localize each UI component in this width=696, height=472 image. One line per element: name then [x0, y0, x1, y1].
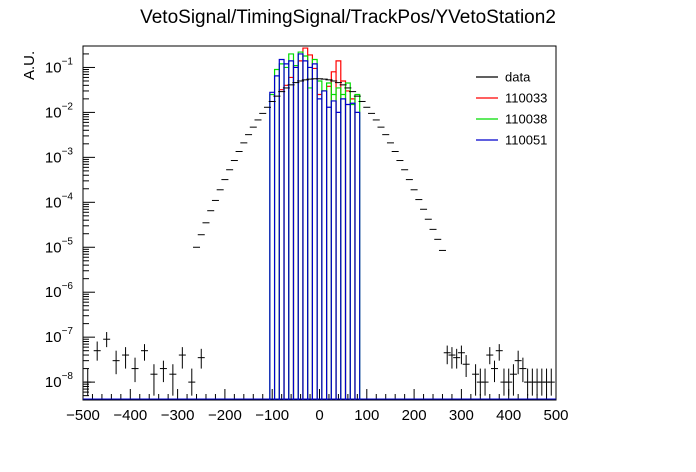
y-tick-base: 10	[45, 149, 62, 166]
y-tick-exponent: −3	[62, 146, 74, 157]
x-axis-ticks: −500 −400 −300 −200 −100 0 100 200 300 400 500	[66, 389, 569, 424]
y-tick-base: 10	[45, 329, 62, 346]
legend: data 110033 110038 110051	[476, 70, 547, 148]
chart-title: VetoSignal/TimingSignal/TrackPos/YVetoSt…	[140, 7, 556, 28]
x-tick-label: −500	[66, 407, 100, 424]
y-tick-label: 10−1	[45, 56, 74, 76]
legend-label: 110051	[505, 133, 547, 148]
y-tick-exponent: −7	[62, 326, 74, 337]
x-tick-label: 100	[354, 407, 379, 424]
x-tick-label: −300	[161, 407, 195, 424]
legend-label: data	[505, 70, 531, 85]
y-axis-ticks: 10−110−210−310−410−510−610−710−8	[45, 53, 95, 401]
y-tick-exponent: −4	[62, 191, 74, 202]
x-tick-label: 300	[449, 407, 474, 424]
x-tick-label: 400	[496, 407, 521, 424]
y-tick-exponent: −5	[62, 236, 74, 247]
y-tick-base: 10	[45, 284, 62, 301]
y-tick-exponent: −8	[62, 371, 74, 382]
y-tick-exponent: −1	[62, 56, 74, 67]
x-tick-label: 200	[402, 407, 427, 424]
mc-histograms	[83, 47, 556, 400]
y-tick-label: 10−8	[45, 371, 74, 391]
y-tick-label: 10−6	[45, 281, 74, 301]
x-tick-label: −200	[208, 407, 242, 424]
y-tick-base: 10	[45, 59, 62, 76]
y-tick-base: 10	[45, 194, 62, 211]
y-tick-label: 10−7	[45, 326, 74, 346]
y-axis-label: A.U.	[21, 51, 38, 80]
y-tick-label: 10−5	[45, 236, 74, 256]
legend-label: 110038	[505, 112, 547, 127]
histogram-110051	[269, 53, 361, 400]
x-tick-label: 500	[543, 407, 568, 424]
legend-label: 110033	[505, 91, 547, 106]
y-tick-base: 10	[45, 239, 62, 256]
y-tick-base: 10	[45, 104, 62, 121]
y-tick-label: 10−3	[45, 146, 74, 166]
y-tick-exponent: −6	[62, 281, 74, 292]
y-tick-label: 10−4	[45, 191, 74, 211]
y-tick-base: 10	[45, 374, 62, 391]
y-tick-exponent: −2	[62, 101, 74, 112]
x-tick-label: −400	[113, 407, 147, 424]
data-points	[84, 78, 555, 396]
x-tick-label: 0	[315, 407, 323, 424]
y-tick-label: 10−2	[45, 101, 74, 121]
x-tick-label: −100	[255, 407, 289, 424]
